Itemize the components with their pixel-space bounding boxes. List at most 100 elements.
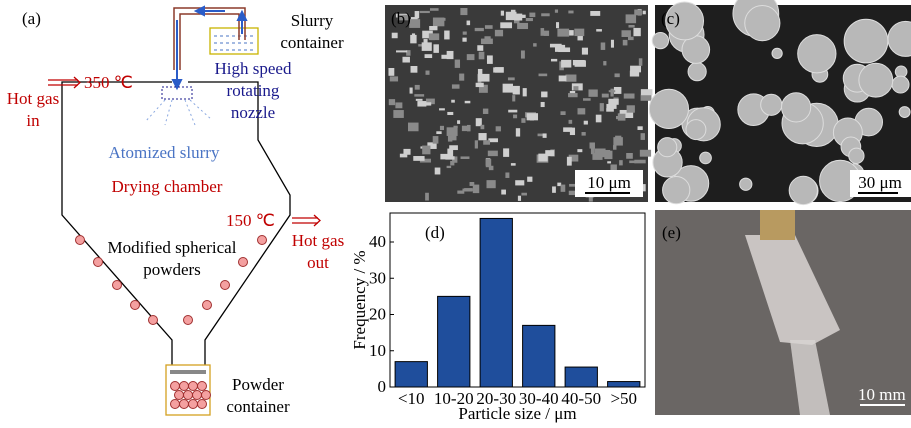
flake — [588, 89, 597, 96]
diagram-label: Drying chamber — [112, 177, 223, 196]
flake — [558, 47, 570, 52]
flake — [615, 73, 620, 77]
flake — [513, 115, 517, 119]
flake — [435, 18, 446, 21]
scale-label: 10 mm — [858, 385, 906, 404]
scale-label: 30 μm — [858, 173, 902, 192]
flake — [578, 108, 586, 114]
flake — [518, 196, 521, 201]
flake — [415, 85, 420, 90]
diagram-label: out — [307, 253, 329, 272]
flake — [455, 60, 460, 68]
diagram-label: rotating — [227, 81, 280, 100]
flake — [544, 31, 549, 36]
flake — [641, 95, 652, 101]
flake — [634, 160, 645, 164]
bead — [171, 382, 180, 391]
flake — [550, 44, 562, 48]
flake — [414, 94, 424, 96]
bead — [203, 301, 212, 310]
flake — [508, 110, 517, 113]
flake — [639, 58, 643, 66]
flake — [541, 13, 549, 16]
y-tick-label: 30 — [369, 268, 386, 287]
flake — [417, 101, 426, 107]
diagram-label: nozzle — [231, 103, 275, 122]
flake — [452, 131, 457, 140]
flake — [596, 115, 602, 123]
flake — [450, 161, 454, 165]
flake — [606, 108, 614, 111]
sphere — [798, 35, 836, 73]
sphere — [686, 120, 706, 140]
bead — [184, 316, 193, 325]
bead — [180, 400, 189, 409]
flake — [473, 185, 479, 194]
flake — [628, 25, 634, 28]
flake — [459, 74, 464, 81]
flake — [640, 150, 651, 157]
flake — [613, 145, 616, 150]
diagram-label: Hot gas — [292, 231, 344, 250]
flake — [573, 60, 585, 65]
nozzle-photo — [760, 210, 795, 240]
diagram-label: Slurry — [291, 11, 334, 30]
flake — [570, 91, 575, 93]
flake — [501, 11, 504, 16]
bead — [113, 281, 122, 290]
diagram-label: 150 ℃ — [226, 211, 275, 230]
flake — [486, 159, 491, 167]
flake — [627, 105, 635, 112]
flake — [517, 23, 528, 29]
flake — [415, 11, 420, 18]
flake — [416, 99, 423, 101]
flake — [628, 37, 634, 40]
flake — [574, 29, 584, 36]
flake — [402, 57, 409, 63]
flake — [594, 148, 605, 157]
flake — [479, 52, 485, 60]
spray — [145, 100, 212, 125]
flake — [501, 190, 506, 195]
flake — [390, 76, 398, 81]
diagram-label: Powder — [232, 375, 284, 394]
flake — [483, 109, 488, 114]
flake — [476, 83, 484, 87]
flake — [393, 110, 403, 118]
flake — [388, 68, 394, 76]
flake — [567, 157, 572, 166]
diagram-label: in — [26, 111, 40, 130]
flake — [583, 98, 591, 101]
flake — [560, 111, 565, 115]
flake — [478, 133, 486, 140]
panel-label: (d) — [425, 223, 445, 242]
y-axis-label: Frequency / % — [350, 250, 369, 349]
flake — [626, 14, 636, 23]
flake — [488, 151, 498, 157]
sphere — [844, 19, 888, 63]
bead — [76, 236, 85, 245]
bead — [193, 391, 202, 400]
flake — [429, 26, 437, 30]
flake — [435, 168, 441, 175]
flake — [389, 99, 395, 105]
flake — [573, 86, 578, 90]
flake — [608, 99, 618, 105]
flake — [515, 180, 524, 185]
flake — [577, 149, 582, 152]
flake — [582, 132, 586, 136]
bar — [480, 218, 512, 387]
sphere — [761, 94, 782, 115]
bar — [395, 362, 427, 387]
flake — [541, 102, 545, 107]
flake — [478, 74, 490, 82]
bar — [608, 382, 640, 387]
bead — [189, 382, 198, 391]
bead — [94, 258, 103, 267]
flake — [622, 30, 631, 37]
flake — [565, 75, 576, 82]
diagram-label: Modified spherical — [108, 238, 237, 257]
flake — [413, 156, 424, 161]
x-axis-label: Particle size / μm — [458, 404, 576, 423]
bar — [438, 296, 470, 387]
